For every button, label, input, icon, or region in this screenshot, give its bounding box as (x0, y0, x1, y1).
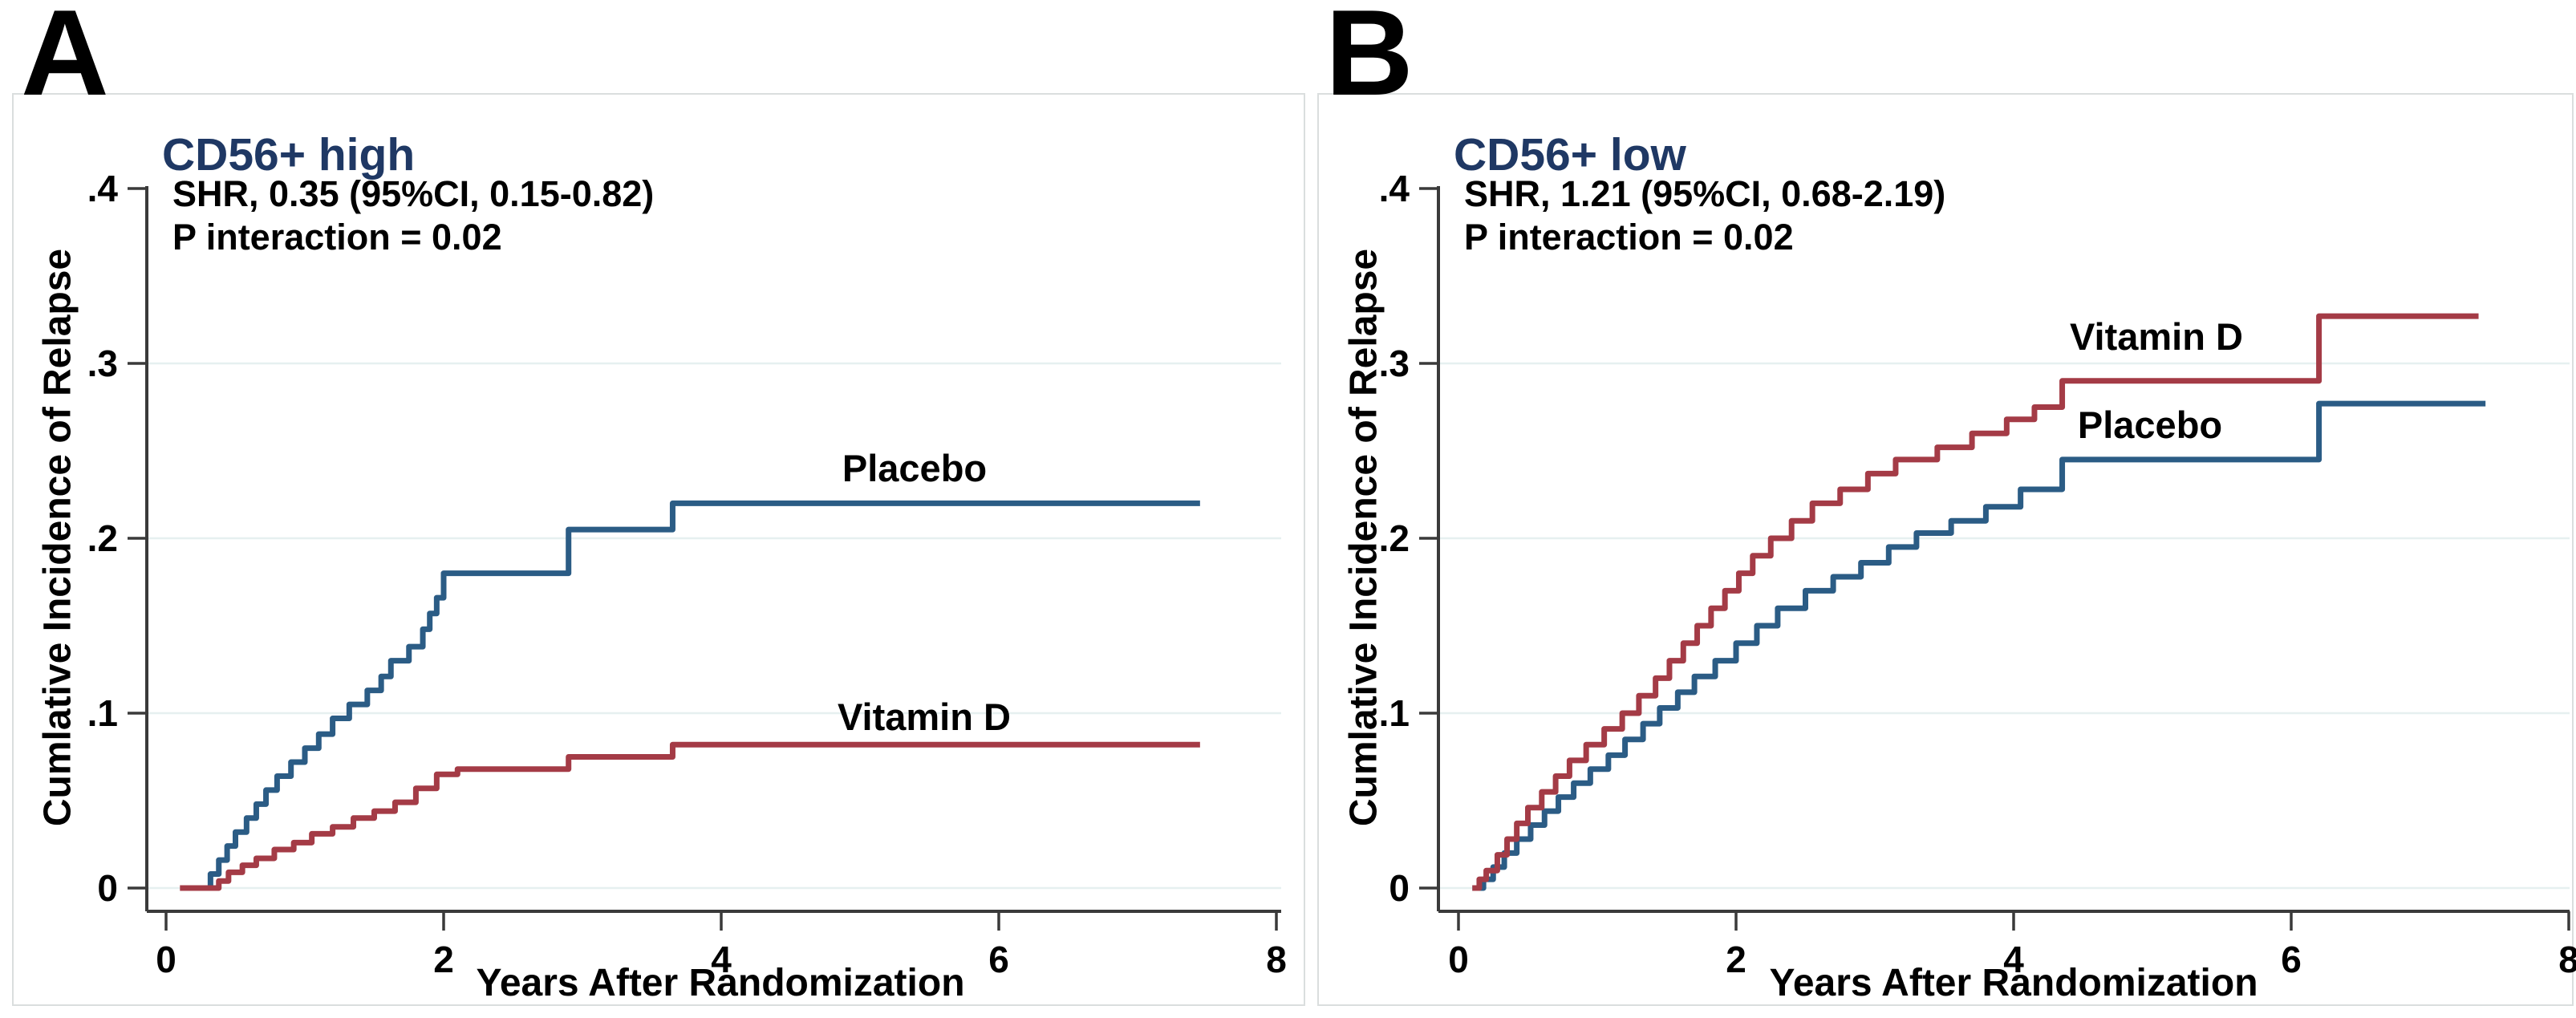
panel-a-placebo-curve-label: Placebo (842, 447, 988, 489)
panel-a-vitamin-d-curve-label: Vitamin D (838, 696, 1011, 738)
panel-a-x-tick-label: 4 (711, 939, 732, 980)
panel-b-y-tick-label: .1 (1379, 692, 1410, 734)
panel-b-curve-placebo (1472, 400, 2486, 891)
panel-a-letter: A (21, 0, 109, 121)
panel-b-box (1317, 93, 2574, 1006)
panel-a-y-tick-label: .3 (87, 343, 118, 384)
panel-b-x-tick-label: 8 (2558, 939, 2576, 980)
panel-b-shr-annotation: SHR, 1.21 (95%CI, 0.68-2.19) (1464, 173, 1946, 214)
panel-a-x-tick-label: 2 (433, 939, 454, 980)
panel-b-title: CD56+ low (1454, 129, 1686, 180)
panel-a-x-axis-title: Years After Randomization (476, 962, 965, 1004)
panel-b-x-tick-label: 6 (2281, 939, 2302, 980)
panel-b-x-tick-label: 2 (1726, 939, 1746, 980)
panel-a-curve-placebo (197, 500, 1200, 891)
panel-a-title: CD56+ high (162, 129, 416, 180)
panel-a-y-tick-label: .2 (87, 517, 118, 559)
panel-b-y-tick-label: .3 (1379, 343, 1410, 384)
panel-b-vitamin-d-curve-label: Vitamin D (2070, 315, 2243, 358)
panel-a-y-tick-label: .4 (87, 168, 119, 209)
panel-a-x-tick-label: 6 (988, 939, 1009, 980)
panel-a-y-tick-label: .1 (87, 692, 118, 734)
panel-b-x-axis-title: Years After Randomization (1769, 962, 2258, 1004)
panel-b-y-axis-title: Cumlative Incidence of Relapse (1342, 248, 1385, 827)
panel-b-curve-vitamin-d (1472, 313, 2479, 891)
panel-b-pinteraction-annotation: P interaction = 0.02 (1464, 217, 1794, 258)
panel-a-shr-annotation: SHR, 0.35 (95%CI, 0.15-0.82) (172, 173, 655, 214)
panel-b-placebo-curve-label: Placebo (2077, 404, 2223, 446)
panel-b-x-tick-label: 4 (2003, 939, 2024, 980)
panel-a-x-tick-label: 8 (1266, 939, 1287, 980)
panel-a-pinteraction-annotation: P interaction = 0.02 (172, 217, 502, 258)
panel-a-y-tick-label: 0 (97, 867, 118, 909)
panel-a-x-tick-label: 0 (156, 939, 176, 980)
panel-b-y-tick-label: .2 (1379, 517, 1410, 559)
panel-b-y-tick-label: .4 (1379, 168, 1410, 209)
panel-a-curve-vitamin-d (180, 741, 1200, 891)
panel-a-y-axis-title: Cumlative Incidence of Relapse (36, 248, 79, 827)
panel-b-letter: B (1325, 0, 1414, 121)
panel-b-x-tick-label: 0 (1448, 939, 1469, 980)
panel-b-y-tick-label: 0 (1389, 867, 1410, 909)
